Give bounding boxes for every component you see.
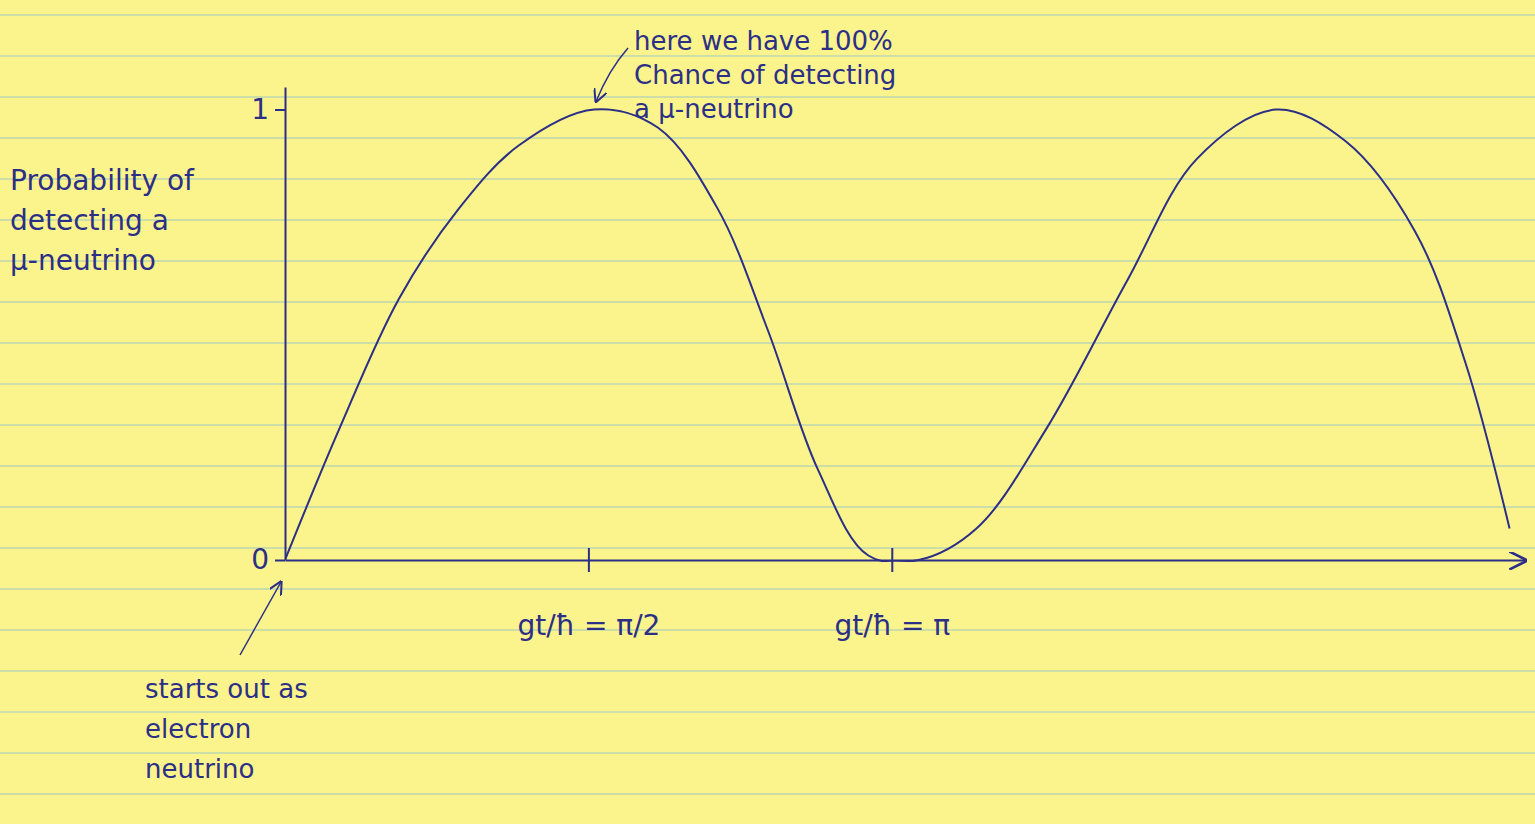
annotation: starts out aselectronneutrino [145, 674, 308, 784]
ruled-line [0, 630, 1535, 631]
ruled-line [0, 261, 1535, 262]
ruled-line [0, 343, 1535, 344]
annotation-arrow [596, 48, 628, 102]
plot: gt/ħ = π/2gt/ħ = π01 [251, 88, 1525, 642]
x-tick-label: gt/ħ = π [834, 609, 950, 642]
annotation-arrow [240, 582, 281, 655]
y-tick-mark [275, 560, 285, 562]
y-tick-label: 0 [251, 543, 269, 576]
y-tick: 0 [251, 543, 285, 576]
x-tick: gt/ħ = π [834, 548, 950, 642]
ruled-line [0, 589, 1535, 590]
ruled-line [0, 384, 1535, 385]
ruled-line [0, 220, 1535, 221]
y-axis: 01 [251, 88, 285, 577]
probability-curve [285, 109, 1510, 562]
y-tick: 1 [251, 93, 285, 126]
paper [0, 0, 1535, 824]
x-axis: gt/ħ = π/2 gt/ħ = π [286, 548, 1526, 642]
y-axis-line [285, 88, 287, 561]
x-tick-mark [588, 548, 590, 572]
ruled-line [0, 179, 1535, 180]
ruled-line [0, 671, 1535, 672]
marks [285, 109, 1510, 562]
annotation: here we have 100%Chance of detectinga μ-… [634, 26, 896, 124]
ruled-line [0, 794, 1535, 795]
ruled-line [0, 507, 1535, 508]
x-tick-mark [891, 548, 893, 572]
x-tick-label: gt/ħ = π/2 [517, 609, 660, 642]
x-tick: gt/ħ = π/2 [517, 548, 660, 642]
ruled-line [0, 712, 1535, 713]
ruled-line [0, 425, 1535, 426]
ruled-line [0, 138, 1535, 139]
ruled-line [0, 15, 1535, 16]
y-axis-title: Probability ofdetecting aμ-neutrino [10, 164, 195, 277]
ruled-line [0, 548, 1535, 549]
y-tick-label: 1 [251, 93, 269, 126]
ruled-line [0, 302, 1535, 303]
y-tick-mark [275, 109, 285, 111]
ruled-line [0, 466, 1535, 467]
chart: gt/ħ = π/2gt/ħ = π01Probability ofdetect… [0, 0, 1535, 824]
ruled-lines [0, 15, 1535, 794]
